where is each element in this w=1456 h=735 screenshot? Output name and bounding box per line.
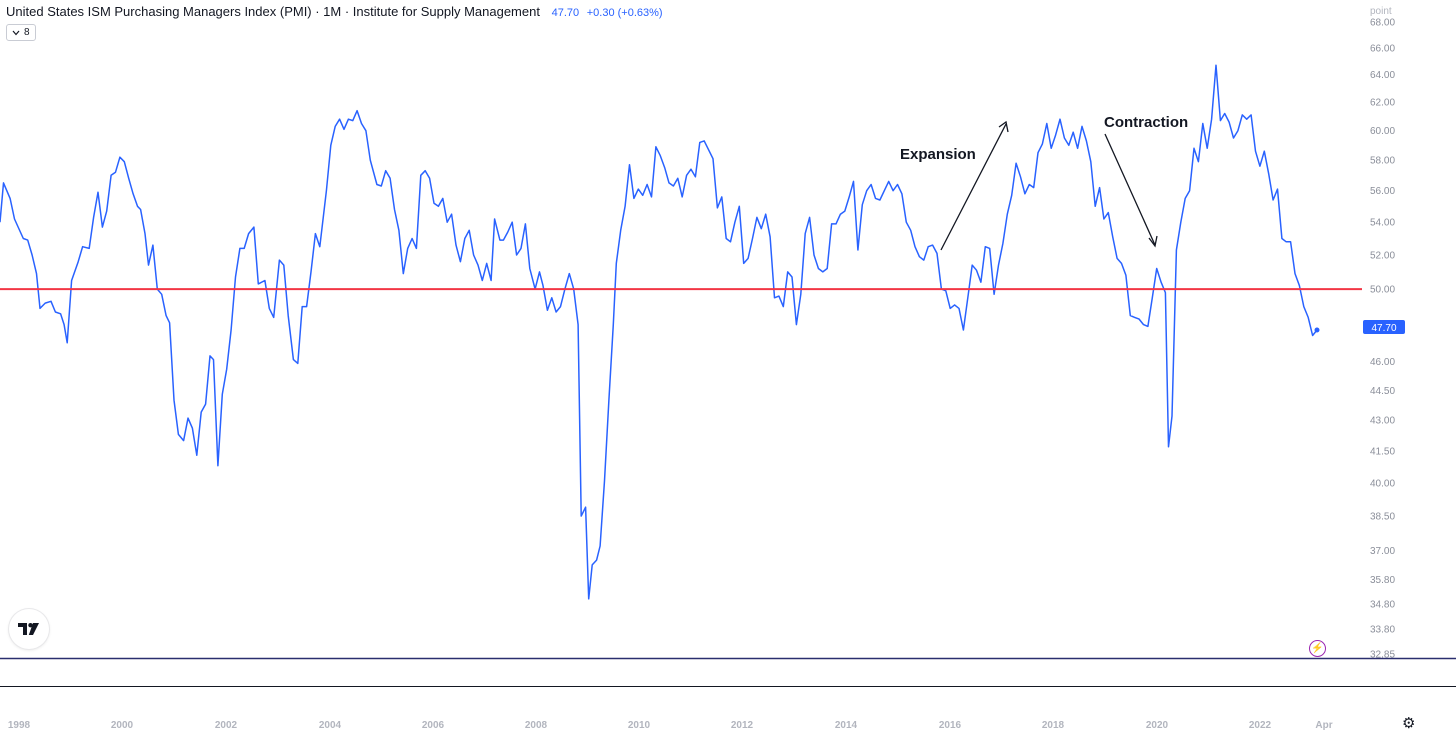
y-tick-label: 60.00 [1370,126,1395,137]
x-tick-label: 1998 [8,720,31,731]
y-tick-label: 50.00 [1370,285,1395,296]
plot-area[interactable] [0,64,1362,600]
x-tick-label: 2012 [731,720,754,731]
y-tick-label: 40.00 [1370,478,1395,489]
chart-header: United States ISM Purchasing Managers In… [6,4,663,19]
pmi-series-group [0,64,1320,600]
x-tick-label: 2022 [1249,720,1272,731]
y-tick-label: 62.00 [1370,98,1395,109]
y-tick-label: 34.80 [1370,599,1395,610]
last-value: 47.70 [551,7,580,19]
x-tick-label: 2010 [628,720,651,731]
symbol-title[interactable]: United States ISM Purchasing Managers In… [6,4,540,19]
y-tick-label: 46.00 [1370,357,1395,368]
gear-icon[interactable]: ⚙ [1402,715,1416,732]
last-price-label-bg [1363,320,1405,334]
last-point-marker [1314,327,1320,333]
contraction-arrow [1104,133,1156,246]
price-axis[interactable]: point 68.00 66.00 64.00 62.00 60.00 58.00 56.0… [1370,6,1395,661]
y-tick-label: 44.50 [1370,386,1395,397]
lightning-icon[interactable]: ⚡ [1309,640,1326,657]
y-tick-label: 56.00 [1370,186,1395,197]
x-tick-label: 2006 [422,720,445,731]
x-tick-label: 2016 [939,720,962,731]
x-tick-label: 2004 [319,720,342,731]
annotations-layer: Expansion Contraction [900,114,1188,251]
y-tick-label: 33.80 [1370,625,1395,636]
y-tick-label: 35.80 [1370,575,1395,586]
x-tick-label: Apr [1315,720,1332,731]
x-tick-label: 2000 [111,720,134,731]
y-axis-unit-label: point [1370,6,1392,17]
x-tick-label: 2014 [835,720,858,731]
pmi-series-line[interactable] [0,64,1318,600]
x-tick-label: 2002 [215,720,238,731]
y-tick-label: 37.00 [1370,546,1395,557]
y-tick-label: 68.00 [1370,18,1395,29]
last-price-label: 47.70 [1363,320,1405,334]
y-tick-label: 58.00 [1370,156,1395,167]
tradingview-logo-icon[interactable] [9,609,49,649]
x-tick-label: 2020 [1146,720,1169,731]
time-axis[interactable]: 1998 2000 2002 2004 2006 2008 2010 2012 2014 2016… [8,720,1333,731]
y-tick-label: 41.50 [1370,446,1395,457]
y-tick-label: 52.00 [1370,251,1395,262]
y-tick-label: 43.00 [1370,416,1395,427]
expansion-arrowhead [998,120,1009,133]
expansion-arrow [940,123,1007,251]
y-tick-label: 66.00 [1370,43,1395,54]
y-tick-label: 32.85 [1370,650,1395,661]
interval-toggle-button[interactable]: 8 [6,24,36,41]
annotation-expansion: Expansion [900,146,976,163]
y-tick-label: 54.00 [1370,218,1395,229]
y-tick-label: 64.00 [1370,70,1395,81]
chevron-down-icon [12,30,20,35]
last-price-label-text: 47.70 [1371,323,1396,334]
annotation-contraction: Contraction [1104,114,1188,131]
contraction-arrowhead [1148,235,1158,248]
x-tick-label: 2008 [525,720,548,731]
value-change: +0.30 (+0.63%) [586,7,663,19]
y-tick-label: 38.50 [1370,512,1395,523]
x-tick-label: 2018 [1042,720,1065,731]
interval-badge: 8 [24,27,30,38]
